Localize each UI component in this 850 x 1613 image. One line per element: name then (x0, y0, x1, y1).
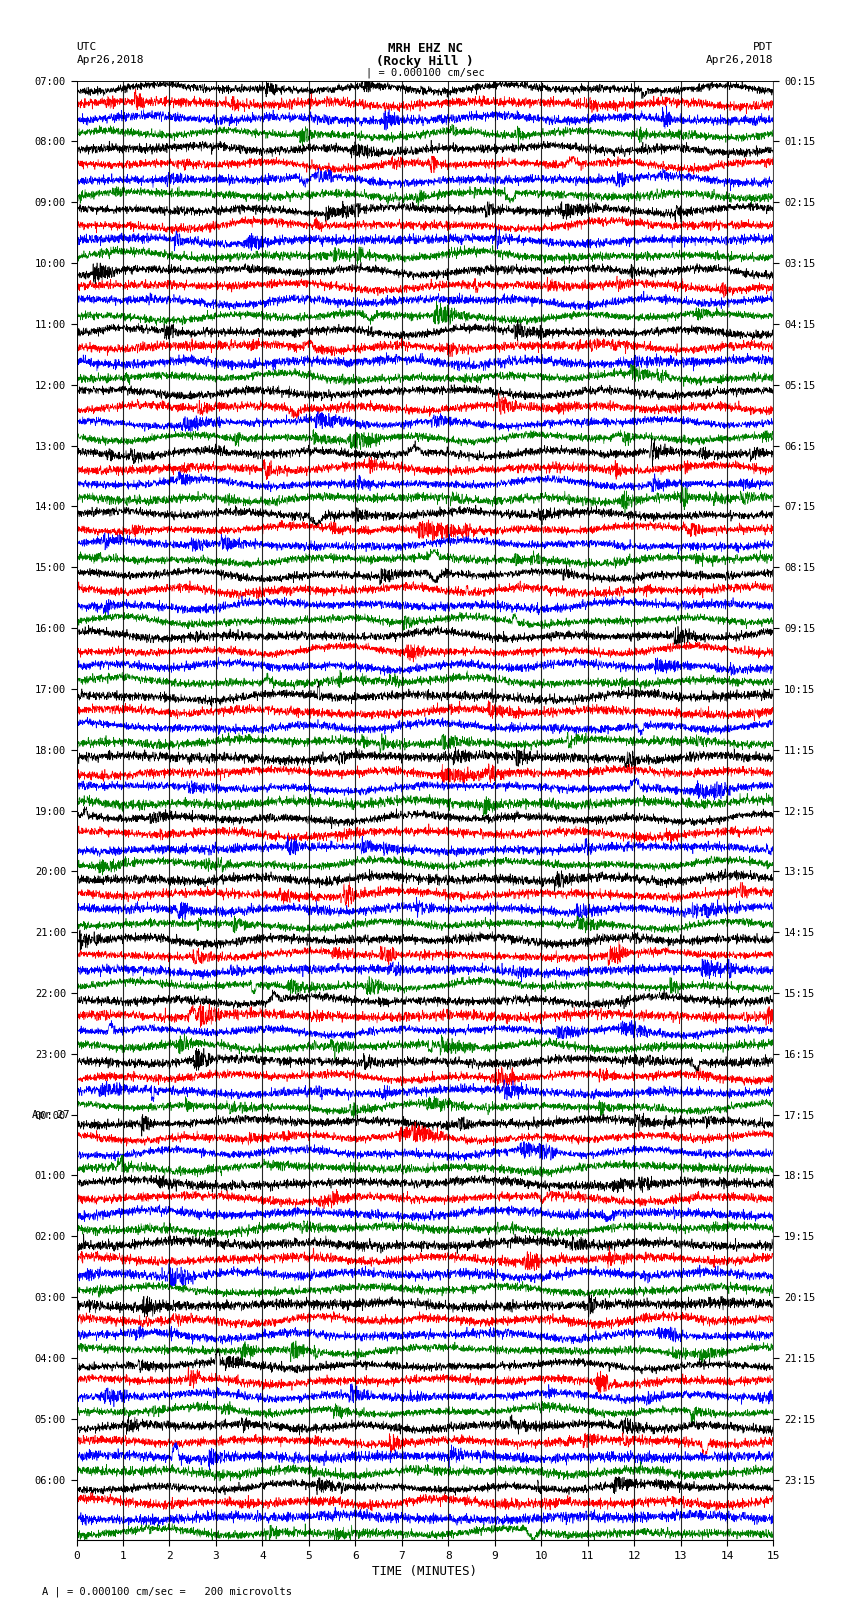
Text: Apr 27: Apr 27 (32, 1110, 70, 1119)
Text: | = 0.000100 cm/sec: | = 0.000100 cm/sec (366, 68, 484, 79)
Text: MRH EHZ NC: MRH EHZ NC (388, 42, 462, 55)
Text: Apr26,2018: Apr26,2018 (706, 55, 774, 65)
Text: A | = 0.000100 cm/sec =   200 microvolts: A | = 0.000100 cm/sec = 200 microvolts (42, 1586, 292, 1597)
Text: (Rocky Hill ): (Rocky Hill ) (377, 55, 473, 68)
Text: UTC: UTC (76, 42, 97, 52)
X-axis label: TIME (MINUTES): TIME (MINUTES) (372, 1565, 478, 1578)
Text: PDT: PDT (753, 42, 774, 52)
Text: Apr26,2018: Apr26,2018 (76, 55, 144, 65)
